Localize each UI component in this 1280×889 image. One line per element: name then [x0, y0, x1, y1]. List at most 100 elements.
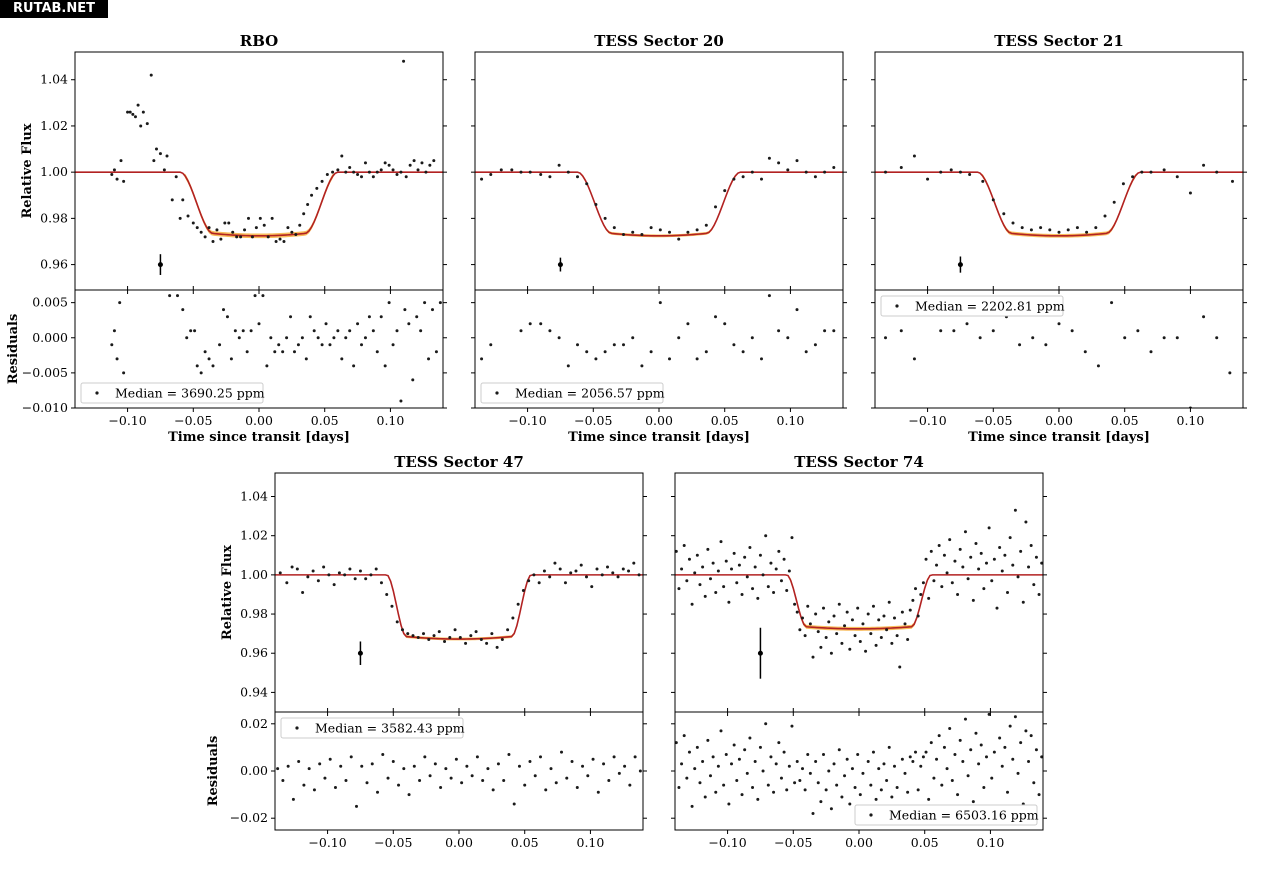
panel-5-resid-point-106	[953, 752, 957, 756]
panel-4-flux-point-14	[353, 577, 357, 581]
panel-1-resid-point-50	[352, 364, 356, 368]
panel-4-resid-plot	[276, 750, 642, 808]
panel-1-legend-marker	[95, 391, 99, 395]
panel-5-resid-point-48	[800, 767, 804, 771]
panel-3-resid-point-10	[1018, 343, 1022, 347]
panel-5-flux-point-2	[680, 567, 684, 571]
panel-5-resid-point-116	[979, 743, 983, 747]
panel-5-flux-point-0	[675, 549, 678, 553]
panel-2-flux-point-22	[686, 230, 690, 234]
panel-3-errorbar-point	[957, 262, 963, 268]
panel-4-resid-point-1	[281, 778, 285, 782]
panel-2-flux-point-9	[566, 170, 570, 174]
panel-1-flux-ytick-label-0: 0.96	[40, 257, 68, 272]
panel-4-resid-point-39	[481, 778, 485, 782]
panel-5-resid-point-77	[877, 767, 881, 771]
panel-1-resid-ylabel: Residuals	[6, 314, 21, 385]
panel-2-flux-point-29	[750, 170, 754, 174]
panel-1-xtick-label-3: 0.05	[311, 413, 339, 428]
panel-4-resid-point-58	[581, 764, 585, 768]
panel-2-resid-point-14	[631, 336, 635, 340]
panel-4-flux-point-13	[348, 567, 352, 571]
panel-4-resid-point-68	[633, 755, 637, 759]
panel-5-resid-point-118	[984, 755, 988, 759]
panel-5-flux-point-118	[984, 561, 988, 565]
panel-5-resid-point-94	[921, 755, 925, 759]
panel-3-resid-point-15	[1083, 350, 1087, 354]
panel-5-flux-point-75	[871, 604, 875, 608]
panel-1-resid-point-3	[118, 301, 122, 305]
panel-4-xtick-label-2: 0.00	[445, 835, 473, 850]
panel-2-flux-point-28	[741, 175, 745, 179]
panel-5-resid-point-92	[916, 788, 920, 792]
panel-1-flux-point-39	[250, 235, 254, 239]
panel-2-xlabel: Time since transit [days]	[568, 430, 750, 445]
panel-5-flux-point-76	[874, 643, 878, 647]
panel-1-flux-point-35	[235, 235, 239, 239]
panel-5-resid-point-135	[1029, 734, 1033, 738]
panel-2-flux-point-3	[510, 168, 514, 172]
panel-1-resid-point-39	[308, 315, 312, 319]
panel-1-resid-point-67	[419, 329, 423, 333]
panel-4-flux-point-50	[542, 569, 546, 573]
panel-5-resid-point-107	[956, 793, 960, 797]
panel-5-flux-point-105	[950, 581, 954, 585]
panel-2-resid-point-12	[612, 343, 616, 347]
panel-4-flux-ytick-label-3: 1.00	[240, 567, 268, 582]
panel-2-flux-point-32	[777, 161, 781, 165]
panel-1-resid-point-4	[122, 371, 126, 375]
panel-4-xtick-label-4: 0.10	[577, 835, 605, 850]
panel-4-resid-point-40	[486, 767, 490, 771]
panel-1-flux-point-14	[152, 159, 156, 163]
panel-5-flux-point-28	[748, 545, 752, 549]
panel-1-resid-point-56	[375, 350, 379, 354]
panel-1-flux-point-9	[136, 103, 140, 107]
panel-5-resid-point-136	[1032, 781, 1036, 785]
panel-3-resid-point-5	[952, 329, 956, 333]
panel-1-flux-point-31	[219, 237, 223, 241]
panel-1-resid-point-1	[112, 329, 116, 333]
panel-5-flux-point-77	[877, 618, 881, 622]
panel-2-resid-plot	[480, 294, 836, 368]
panel-4-flux-point-46	[521, 589, 525, 593]
panel-4-flux-point-38	[479, 638, 483, 642]
panel-5-xtick-label-2: 0.00	[845, 835, 873, 850]
panel-3-flux-point-22	[1112, 200, 1116, 204]
panel-5-flux-point-38	[774, 567, 778, 571]
panel-5-resid-point-83	[892, 764, 896, 768]
panel-2-flux-point-23	[695, 228, 699, 232]
panel-5-resid-point-43	[787, 764, 791, 768]
panel-1-resid-point-36	[296, 343, 300, 347]
panel-2-resid-point-31	[786, 336, 790, 340]
panel-5-flux-point-95	[924, 557, 928, 561]
panel-5-flux-point-26	[743, 555, 747, 559]
panel-1-resid-ytick-label-1: −0.005	[22, 365, 68, 380]
panel-2-model-band	[475, 172, 843, 238]
panel-4-resid-point-60	[591, 757, 595, 761]
panel-5-resid-point-112	[969, 748, 973, 752]
panel-2-resid-point-11	[603, 350, 607, 354]
panel-1-resid-point-71	[434, 350, 438, 354]
panel-5-flux-point-122	[995, 606, 999, 610]
panel-3-flux-point-11	[1011, 221, 1015, 225]
panel-4-resid-point-47	[523, 783, 527, 787]
panel-4-resid-point-44	[507, 752, 511, 756]
panel-5-flux-point-18	[722, 585, 726, 589]
panel-5-resid-point-13	[708, 774, 712, 778]
panel-2-resid-point-27	[750, 336, 754, 340]
panel-5-legend-label: Median = 6503.16 ppm	[889, 808, 1039, 823]
panel-1: RBO 0.96 0.98 1.00 1.02 1.04 Relative Flux −0.0…	[6, 32, 447, 445]
panel-5-flux-point-13	[708, 577, 712, 581]
panel-1-resid-point-8	[185, 336, 189, 340]
panel-5-resid-point-80	[885, 778, 889, 782]
panel-1-flux-point-77	[404, 175, 408, 179]
panel-4-flux-point-60	[595, 567, 599, 571]
panel-5-flux-point-83	[892, 616, 896, 620]
panel-2-flux-point-2	[499, 168, 503, 172]
panel-4-resid-point-30	[433, 762, 437, 766]
panel-5-flux-point-19	[724, 559, 728, 563]
panel-5-resid-point-104	[948, 727, 952, 731]
panel-5-flux-point-32	[758, 553, 762, 557]
panel-5-model-line	[675, 574, 1043, 630]
panel-1-resid-point-22	[241, 329, 245, 333]
